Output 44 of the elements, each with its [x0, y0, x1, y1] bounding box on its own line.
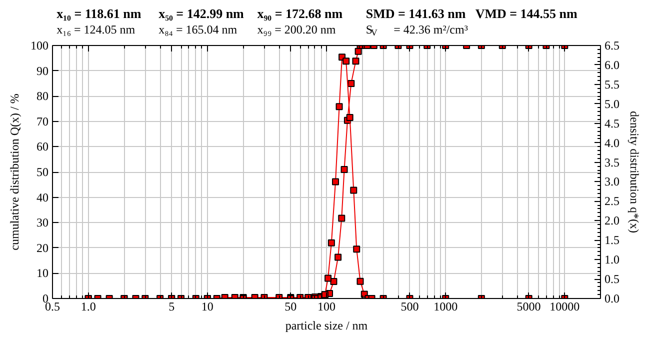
- y2-tick-label: 1.0: [604, 252, 620, 267]
- y2-tick-label: 2.0: [604, 214, 620, 228]
- text: x₉₉ = 200.20 nm: [257, 22, 336, 36]
- y2-tick-label: 3.5: [604, 155, 620, 170]
- x-tick-label: 50: [284, 300, 297, 314]
- y2-tick-label: 4.0: [604, 136, 620, 150]
- x-tick-label: 10: [201, 300, 214, 314]
- y-tick-label: 10: [36, 266, 48, 280]
- x-tick-label: 5000: [516, 300, 541, 314]
- text: SMD = 141.63 nm: [366, 6, 466, 21]
- y-axis-title: cumulative distribution Q(x) / %: [8, 94, 22, 250]
- y-tick-label: 100: [30, 38, 48, 52]
- text: x₉₀ = 172.68 nm: [257, 6, 343, 21]
- text: VMD = 144.55 nm: [475, 6, 578, 21]
- text: x₈₄ = 165.04 nm: [158, 22, 238, 36]
- x-tick-label: 1000: [434, 300, 458, 314]
- y2-tick-label: 1.5: [604, 233, 620, 248]
- x-axis-title: particle size / nm: [285, 318, 368, 332]
- y2-tick-label: 6.5: [604, 38, 620, 52]
- y2-tick-label: 5.0: [604, 96, 620, 111]
- x-tick-label: 10000: [550, 300, 580, 314]
- y-tick-label: 30: [36, 216, 48, 230]
- x-tick-label: 1.0: [80, 300, 96, 314]
- x-tick-label: 5: [168, 300, 175, 314]
- y2-tick-label: 2.5: [604, 194, 620, 208]
- y-tick-label: 40: [36, 190, 48, 204]
- y2-tick-label: 6.0: [604, 58, 620, 72]
- y-tick-label: 50: [36, 165, 48, 179]
- y-tick-label: 80: [36, 89, 48, 104]
- y-tick-label: 20: [36, 240, 48, 255]
- y2-tick-label: 5.5: [604, 77, 620, 92]
- text: x₅₀ = 142.99 nm: [158, 6, 244, 21]
- y2-axis-title: density distribution q*(x): [628, 111, 642, 234]
- y2-tick-label: 0.5: [604, 272, 620, 286]
- y2-tick-label: 3.0: [604, 174, 620, 189]
- text: x₁₆ = 124.05 nm: [56, 22, 136, 36]
- x-tick-label: 500: [400, 300, 419, 314]
- y2-tick-label: 4.5: [604, 116, 620, 130]
- x-tick-label: 100: [318, 300, 336, 314]
- y2-tick-label: 0.0: [604, 292, 620, 306]
- text: x₁₀ = 118.61 nm: [56, 6, 142, 21]
- y-tick-label: 90: [36, 64, 48, 78]
- y-tick-label: 70: [36, 114, 48, 128]
- y-tick-label: 60: [36, 140, 48, 154]
